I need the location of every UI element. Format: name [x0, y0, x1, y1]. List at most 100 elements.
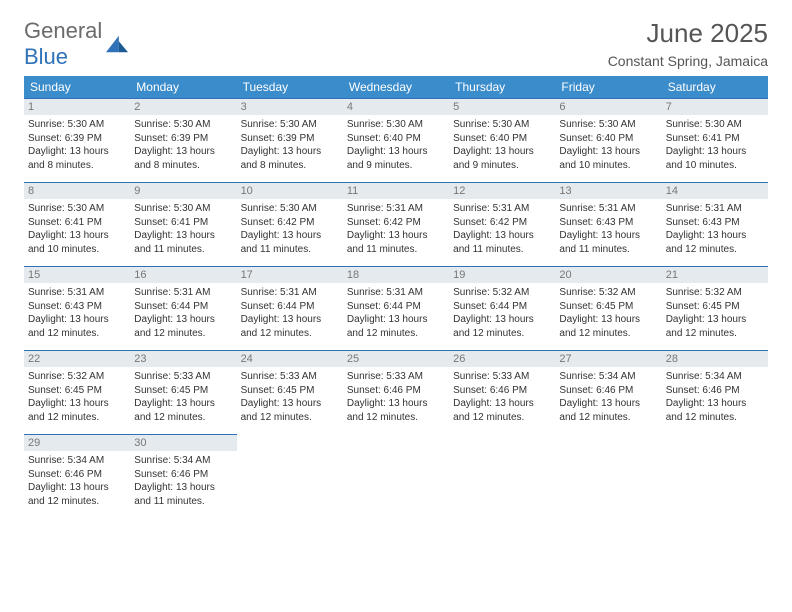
sunrise-line: Sunrise: 5:31 AM — [453, 202, 551, 216]
sunset-line: Sunset: 6:46 PM — [347, 384, 445, 398]
sunset-line: Sunset: 6:40 PM — [347, 132, 445, 146]
calendar-cell: 15 Sunrise: 5:31 AMSunset: 6:43 PMDayligh… — [24, 266, 130, 350]
daylight-line: Daylight: 13 hours and 12 minutes. — [347, 313, 445, 340]
day-header: Saturday — [662, 76, 768, 98]
sunset-line: Sunset: 6:42 PM — [241, 216, 339, 230]
sunrise-line: Sunrise: 5:31 AM — [28, 286, 126, 300]
sunrise-line: Sunrise: 5:33 AM — [453, 370, 551, 384]
calendar-cell: 20Sunrise: 5:32 AMSunset: 6:45 PMDayligh… — [555, 266, 661, 350]
daylight-line: Daylight: 13 hours and 12 minutes. — [453, 313, 551, 340]
date-number: 25 — [343, 351, 449, 367]
sunset-line: Sunset: 6:46 PM — [453, 384, 551, 398]
daylight-line: Daylight: 13 hours and 12 minutes. — [28, 313, 126, 340]
empty-cell — [662, 434, 768, 518]
date-number: 4 — [343, 99, 449, 115]
date-number: 6 — [555, 99, 661, 115]
sunset-line: Sunset: 6:45 PM — [666, 300, 764, 314]
date-number: 17 — [237, 267, 343, 283]
sunrise-line: Sunrise: 5:34 AM — [134, 454, 232, 468]
sunrise-line: Sunrise: 5:30 AM — [241, 202, 339, 216]
daylight-line: Daylight: 13 hours and 9 minutes. — [347, 145, 445, 172]
page-title: June 2025 — [608, 18, 768, 49]
daylight-line: Daylight: 13 hours and 12 minutes. — [666, 397, 764, 424]
sunset-line: Sunset: 6:45 PM — [28, 384, 126, 398]
sunrise-line: Sunrise: 5:30 AM — [28, 118, 126, 132]
sunrise-line: Sunrise: 5:32 AM — [666, 286, 764, 300]
calendar-cell: 7Sunrise: 5:30 AMSunset: 6:41 PMDaylight… — [662, 98, 768, 182]
daylight-line: Daylight: 13 hours and 11 minutes. — [453, 229, 551, 256]
date-number: 20 — [555, 267, 661, 283]
sunrise-line: Sunrise: 5:30 AM — [559, 118, 657, 132]
daylight-line: Daylight: 13 hours and 11 minutes. — [134, 481, 232, 508]
date-number: 15 — [24, 267, 130, 283]
daylight-line: Daylight: 13 hours and 10 minutes. — [666, 145, 764, 172]
daylight-line: Daylight: 13 hours and 11 minutes. — [347, 229, 445, 256]
sunrise-line: Sunrise: 5:30 AM — [241, 118, 339, 132]
daylight-line: Daylight: 13 hours and 8 minutes. — [134, 145, 232, 172]
day-header: Wednesday — [343, 76, 449, 98]
calendar-cell: 23Sunrise: 5:33 AMSunset: 6:45 PMDayligh… — [130, 350, 236, 434]
date-number: 13 — [555, 183, 661, 199]
sunrise-line: Sunrise: 5:32 AM — [559, 286, 657, 300]
sunset-line: Sunset: 6:44 PM — [241, 300, 339, 314]
sunrise-line: Sunrise: 5:31 AM — [666, 202, 764, 216]
date-number: 16 — [130, 267, 236, 283]
date-number: 9 — [130, 183, 236, 199]
sunset-line: Sunset: 6:44 PM — [453, 300, 551, 314]
logo-text-gray: General — [24, 18, 102, 43]
calendar-cell: 22Sunrise: 5:32 AMSunset: 6:45 PMDayligh… — [24, 350, 130, 434]
sunrise-line: Sunrise: 5:31 AM — [347, 202, 445, 216]
date-number: 28 — [662, 351, 768, 367]
sunset-line: Sunset: 6:40 PM — [559, 132, 657, 146]
calendar-cell: 1Sunrise: 5:30 AMSunset: 6:39 PMDaylight… — [24, 98, 130, 182]
date-number: 5 — [449, 99, 555, 115]
day-header: Tuesday — [237, 76, 343, 98]
sunset-line: Sunset: 6:46 PM — [559, 384, 657, 398]
daylight-line: Daylight: 13 hours and 9 minutes. — [453, 145, 551, 172]
daylight-line: Daylight: 13 hours and 12 minutes. — [559, 313, 657, 340]
date-number: 14 — [662, 183, 768, 199]
calendar-cell: 19Sunrise: 5:32 AMSunset: 6:44 PMDayligh… — [449, 266, 555, 350]
sunset-line: Sunset: 6:45 PM — [241, 384, 339, 398]
calendar-cell: 9Sunrise: 5:30 AMSunset: 6:41 PMDaylight… — [130, 182, 236, 266]
logo-text: General Blue — [24, 18, 102, 70]
calendar-cell: 3Sunrise: 5:30 AMSunset: 6:39 PMDaylight… — [237, 98, 343, 182]
day-header: Monday — [130, 76, 236, 98]
daylight-line: Daylight: 13 hours and 11 minutes. — [559, 229, 657, 256]
date-number: 21 — [662, 267, 768, 283]
calendar-cell: 12Sunrise: 5:31 AMSunset: 6:42 PMDayligh… — [449, 182, 555, 266]
sunset-line: Sunset: 6:46 PM — [28, 468, 126, 482]
calendar-cell: 11 Sunrise: 5:31 AMSunset: 6:42 PMDayligh… — [343, 182, 449, 266]
sunset-line: Sunset: 6:43 PM — [666, 216, 764, 230]
sunrise-line: Sunrise: 5:34 AM — [559, 370, 657, 384]
daylight-line: Daylight: 13 hours and 12 minutes. — [559, 397, 657, 424]
sunset-line: Sunset: 6:43 PM — [28, 300, 126, 314]
empty-cell — [343, 434, 449, 518]
date-number: 11 — [343, 183, 449, 199]
sunrise-line: Sunrise: 5:30 AM — [28, 202, 126, 216]
logo-text-blue: Blue — [24, 44, 68, 69]
date-number: 19 — [449, 267, 555, 283]
calendar-cell: 5Sunrise: 5:30 AMSunset: 6:40 PMDaylight… — [449, 98, 555, 182]
sunset-line: Sunset: 6:46 PM — [134, 468, 232, 482]
sunrise-line: Sunrise: 5:34 AM — [28, 454, 126, 468]
daylight-line: Daylight: 13 hours and 12 minutes. — [134, 397, 232, 424]
daylight-line: Daylight: 13 hours and 8 minutes. — [28, 145, 126, 172]
date-number: 29 — [24, 435, 130, 451]
calendar-cell: 14 Sunrise: 5:31 AMSunset: 6:43 PMDayligh… — [662, 182, 768, 266]
sunset-line: Sunset: 6:41 PM — [28, 216, 126, 230]
calendar-cell: 25Sunrise: 5:33 AMSunset: 6:46 PMDayligh… — [343, 350, 449, 434]
sunset-line: Sunset: 6:42 PM — [347, 216, 445, 230]
daylight-line: Daylight: 13 hours and 10 minutes. — [559, 145, 657, 172]
date-number: 2 — [130, 99, 236, 115]
sunrise-line: Sunrise: 5:30 AM — [134, 202, 232, 216]
sunset-line: Sunset: 6:39 PM — [134, 132, 232, 146]
daylight-line: Daylight: 13 hours and 12 minutes. — [666, 229, 764, 256]
calendar-cell: 24Sunrise: 5:33 AMSunset: 6:45 PMDayligh… — [237, 350, 343, 434]
sunset-line: Sunset: 6:39 PM — [28, 132, 126, 146]
daylight-line: Daylight: 13 hours and 12 minutes. — [241, 397, 339, 424]
calendar-cell: 30Sunrise: 5:34 AMSunset: 6:46 PMDayligh… — [130, 434, 236, 518]
sunrise-line: Sunrise: 5:33 AM — [347, 370, 445, 384]
calendar-cell: 10Sunrise: 5:30 AMSunset: 6:42 PMDayligh… — [237, 182, 343, 266]
calendar-cell: 13Sunrise: 5:31 AMSunset: 6:43 PMDayligh… — [555, 182, 661, 266]
